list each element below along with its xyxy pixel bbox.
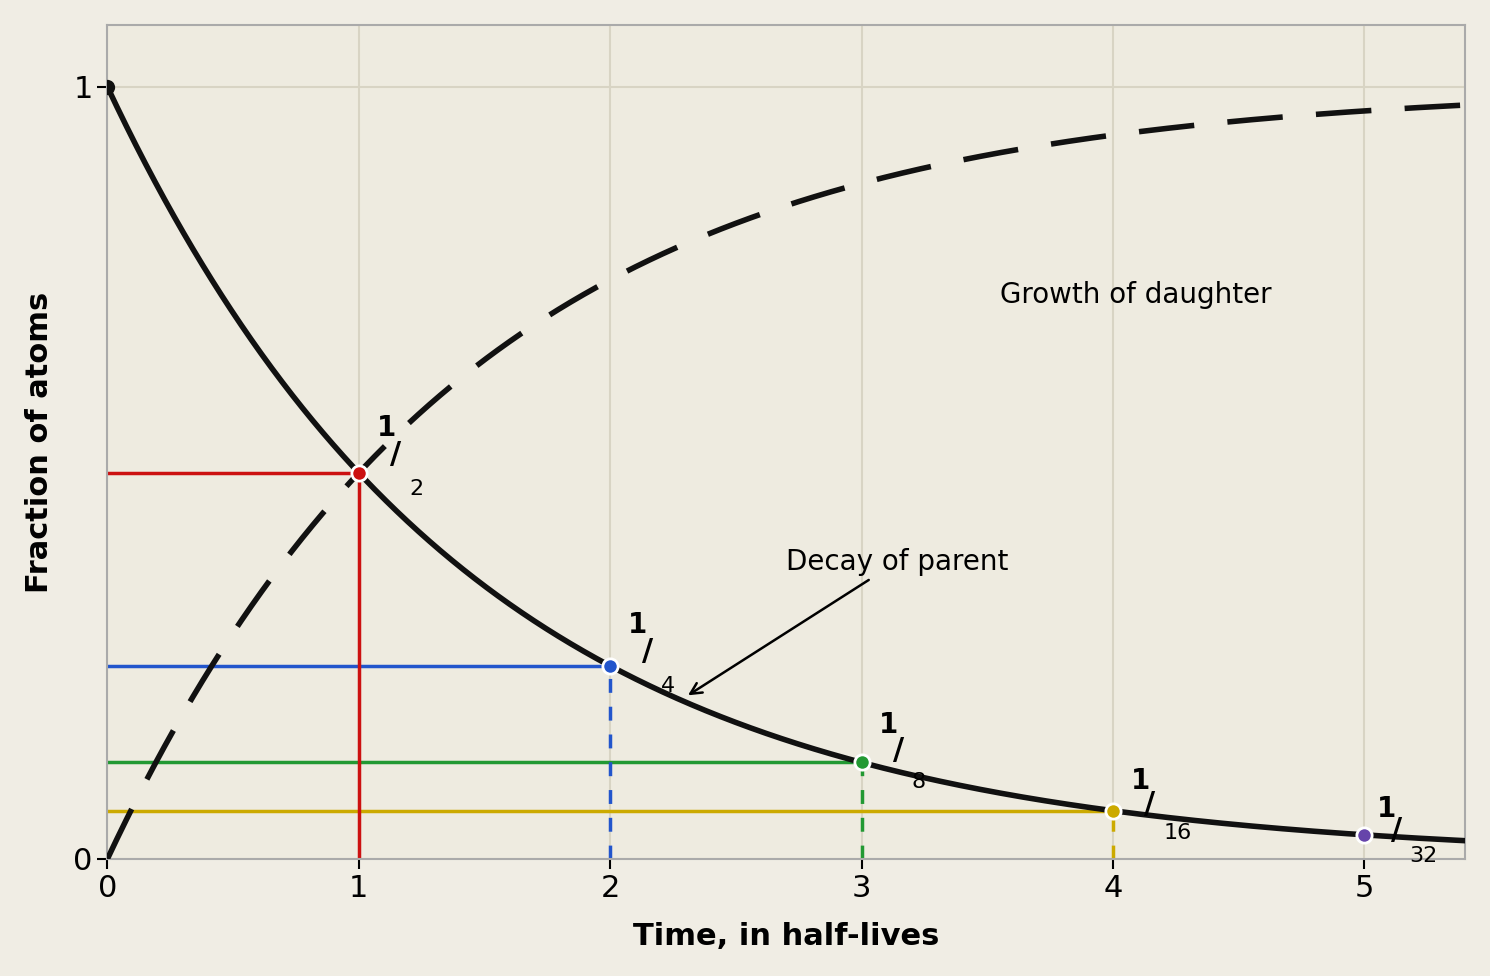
Text: /: / <box>893 736 904 764</box>
Text: /: / <box>1390 817 1402 845</box>
Text: /: / <box>1144 790 1156 819</box>
Text: Growth of daughter: Growth of daughter <box>1000 281 1271 309</box>
Text: /: / <box>642 636 653 666</box>
Text: /: / <box>390 440 401 468</box>
Text: Decay of parent: Decay of parent <box>690 548 1009 694</box>
Y-axis label: Fraction of atoms: Fraction of atoms <box>25 292 54 592</box>
Text: 1: 1 <box>1377 795 1396 824</box>
Text: 2: 2 <box>410 479 423 499</box>
Text: 1: 1 <box>627 611 647 639</box>
Text: 32: 32 <box>1410 846 1438 867</box>
Text: 16: 16 <box>1164 823 1192 843</box>
X-axis label: Time, in half-lives: Time, in half-lives <box>633 922 939 951</box>
Text: 4: 4 <box>660 676 675 696</box>
Text: 1: 1 <box>879 712 898 739</box>
Text: 1: 1 <box>377 414 396 442</box>
Text: 8: 8 <box>912 772 925 792</box>
Text: 1: 1 <box>1131 767 1150 795</box>
